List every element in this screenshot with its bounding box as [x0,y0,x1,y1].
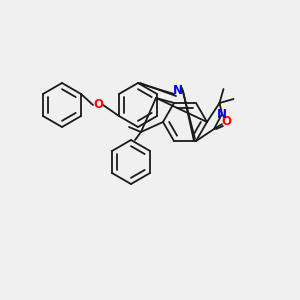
Text: O: O [93,98,103,112]
Text: N: N [173,85,183,98]
Text: O: O [221,115,231,128]
Text: N: N [217,107,227,121]
